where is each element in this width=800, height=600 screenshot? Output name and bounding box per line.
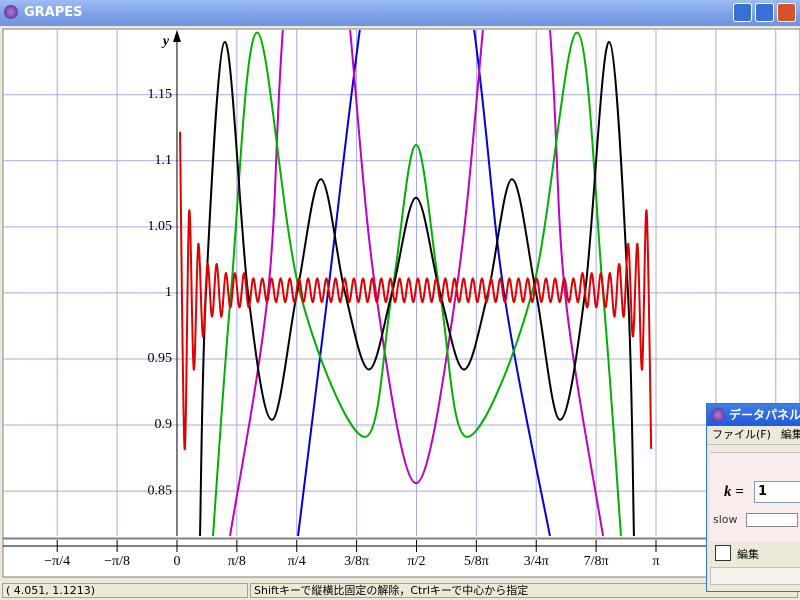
x-tick-label: 7/8π bbox=[584, 554, 609, 569]
restore-button[interactable] bbox=[755, 3, 774, 22]
panel-body: k = 1 slow bbox=[710, 452, 800, 541]
x-tick-label: 3/4π bbox=[524, 554, 549, 569]
curve bbox=[211, 31, 622, 537]
curve bbox=[179, 131, 653, 450]
y-axis-label: y bbox=[161, 34, 170, 49]
menu-edit[interactable]: 編集 bbox=[780, 428, 800, 441]
edit-button[interactable]: 編集 bbox=[737, 548, 759, 561]
x-tick-label: 0 bbox=[173, 554, 180, 569]
coords: ( 4.051, 1.1213) bbox=[2, 583, 248, 598]
menu-file[interactable]: ファイル(F) bbox=[712, 428, 771, 441]
data-panel: データパネル ファイル(F) 編集 k = 1 slow 編集 bbox=[706, 403, 800, 592]
minimize-button[interactable] bbox=[733, 3, 752, 22]
speed-slider[interactable] bbox=[746, 513, 798, 527]
x-tick-label: π bbox=[652, 554, 659, 569]
y-axis-arrow bbox=[172, 30, 181, 42]
curve bbox=[229, 30, 604, 537]
x-tick-label: 3/8π bbox=[344, 554, 369, 569]
app-icon bbox=[4, 5, 18, 19]
panel-menu: ファイル(F) 編集 bbox=[707, 426, 800, 445]
panel-scrollbar[interactable] bbox=[710, 567, 800, 585]
speed-label: slow bbox=[713, 513, 738, 526]
x-tick-label: 5/8π bbox=[464, 554, 489, 569]
panel-title-bar: データパネル bbox=[707, 404, 800, 426]
x-tick-label: π/2 bbox=[408, 554, 426, 569]
curve bbox=[297, 30, 551, 537]
x-tick-label: π/8 bbox=[228, 554, 246, 569]
x-tick-label: −π/4 bbox=[44, 554, 70, 569]
y-tick-label: 0.95 bbox=[148, 351, 173, 366]
edit-icon bbox=[715, 545, 731, 561]
close-button[interactable] bbox=[777, 3, 796, 22]
y-tick-label: 1.05 bbox=[148, 219, 173, 234]
y-tick-label: 1.1 bbox=[155, 153, 173, 168]
param-input[interactable]: 1 bbox=[754, 481, 800, 503]
panel-icon bbox=[711, 408, 725, 422]
status-bar: ( 4.051, 1.1213) Shiftキーで縦横比固定の解除，Ctrlキー… bbox=[0, 581, 800, 600]
window-title: GRAPES bbox=[24, 5, 83, 20]
x-tick-label: −π/8 bbox=[104, 554, 130, 569]
y-tick-label: 1 bbox=[165, 285, 172, 300]
panel-title: データパネル bbox=[729, 408, 800, 422]
title-bar: GRAPES bbox=[0, 0, 800, 26]
curve bbox=[199, 40, 635, 537]
y-tick-label: 1.15 bbox=[148, 87, 173, 102]
y-tick-label: 0.85 bbox=[148, 483, 173, 498]
y-tick-label: 0.9 bbox=[155, 417, 173, 432]
x-axis-strip bbox=[2, 538, 800, 578]
param-label: k = bbox=[724, 484, 744, 500]
x-tick-label: π/4 bbox=[288, 554, 306, 569]
